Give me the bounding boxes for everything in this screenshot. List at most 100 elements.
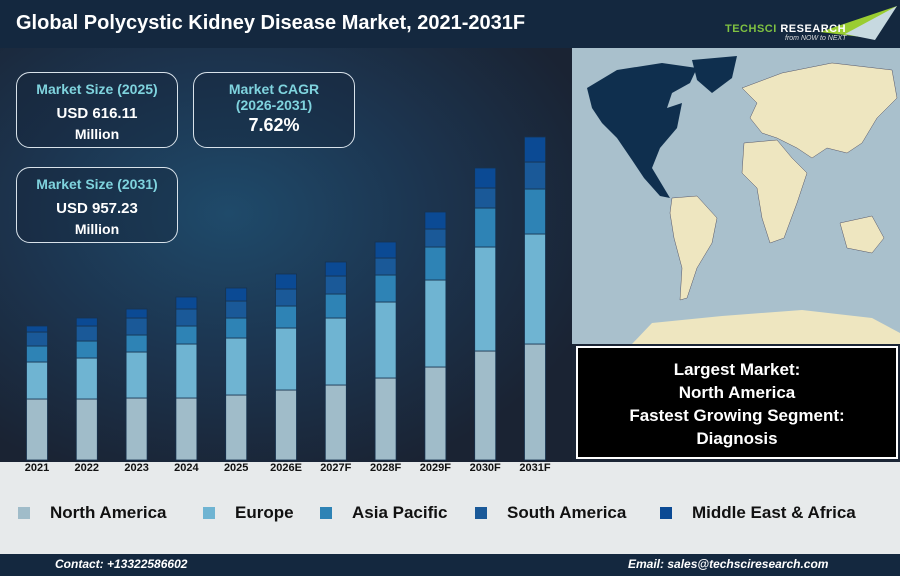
x-tick-label: 2026E: [270, 462, 302, 474]
x-tick-label: 2029F: [419, 462, 451, 474]
fastest-segment-value: Diagnosis: [696, 429, 778, 448]
fastest-segment-label: Fastest Growing Segment:: [629, 406, 845, 425]
bar-segment: [275, 305, 297, 329]
legend-item: Europe: [203, 503, 294, 523]
bar-segment: [424, 366, 447, 461]
legend-label: South America: [507, 503, 627, 522]
largest-market-label: Largest Market:: [673, 360, 801, 379]
kpi-label: Market Size (2031): [36, 176, 158, 192]
bar-segment: [175, 325, 198, 345]
bar-segment: [474, 350, 497, 461]
bar-segment: [474, 187, 497, 209]
logo-text: TECHSCI RESEARCH: [725, 23, 847, 35]
kpi-unit: Million: [74, 221, 120, 237]
bar-segment: [26, 331, 48, 347]
bar-segment: [125, 397, 148, 461]
kpi-market-size-2025: Market Size (2025) USD 616.11 Million: [16, 72, 178, 148]
x-tick-label: 2027F: [320, 462, 352, 474]
bar-segment: [275, 389, 297, 461]
bar-segment: [175, 296, 198, 310]
kpi-market-size-2031: Market Size (2031) USD 957.23 Million: [16, 167, 178, 243]
header: Global Polycystic Kidney Disease Market,…: [0, 0, 900, 48]
legend-item: Middle East & Africa: [660, 503, 856, 523]
largest-market-value: North America: [678, 383, 796, 402]
bar-segment: [474, 207, 497, 248]
legend-item: Asia Pacific: [320, 503, 447, 523]
bar-segment: [225, 287, 248, 302]
market-highlights-box: Largest Market: North America Fastest Gr…: [576, 346, 898, 459]
bar-segment: [324, 293, 347, 319]
legend-swatch: [660, 507, 672, 519]
x-tick-label: 2023: [124, 462, 149, 474]
x-tick-label: 2030F: [469, 462, 501, 474]
legend-item: South America: [475, 503, 626, 523]
bar-segment: [524, 188, 546, 235]
kpi-label: Market CAGR (2026-2031): [228, 81, 320, 113]
bar-segment: [324, 317, 347, 386]
world-map: [572, 48, 900, 344]
bar-segment: [26, 345, 48, 363]
bar-segment: [374, 301, 397, 379]
stacked-bar-chart: [26, 136, 546, 461]
legend-swatch: [320, 507, 332, 519]
techsci-logo: TECHSCI RESEARCH from NOW to NEXT: [725, 4, 900, 44]
bar-segment: [26, 361, 48, 400]
kpi-unit: Million: [74, 126, 120, 142]
x-tick-label: 2028F: [369, 462, 402, 474]
legend-label: Middle East & Africa: [692, 503, 856, 522]
legend-swatch: [475, 507, 487, 519]
australia-shape: [839, 215, 885, 254]
bar-segment: [225, 394, 248, 461]
logo-tagline: from NOW to NEXT: [785, 35, 847, 42]
bar-segment: [125, 334, 148, 353]
bar-segment: [275, 327, 297, 391]
chart-legend: North America Europe Asia Pacific South Ame…: [0, 462, 900, 554]
bar-segment: [474, 167, 497, 189]
bar-segment: [225, 300, 248, 319]
kpi-value: 7.62%: [248, 115, 300, 135]
legend-label: North America: [50, 503, 167, 522]
bar-segment: [75, 317, 98, 327]
bar-segment: [75, 325, 98, 342]
south-america-shape: [669, 195, 718, 301]
bar-segment: [424, 279, 447, 368]
bar-segment: [324, 275, 347, 295]
x-tick-label: 2025: [223, 462, 249, 474]
bar-segment: [424, 228, 447, 248]
contact-phone: Contact: +13322586602: [55, 557, 188, 571]
legend-swatch: [203, 507, 215, 519]
x-tick-label: 2024: [174, 462, 199, 474]
bar-segment: [374, 241, 397, 259]
bar-segment: [424, 211, 447, 230]
bar-segment: [26, 325, 48, 333]
kpi-value: USD 616.11: [56, 105, 138, 122]
legend-label: Asia Pacific: [352, 503, 448, 522]
bar-segment: [374, 377, 397, 461]
africa-shape: [741, 139, 808, 244]
contact-email: Email: sales@techsciresearch.com: [628, 557, 829, 571]
bar-segment: [324, 384, 347, 461]
bar-segment: [374, 274, 397, 303]
bar-segment: [75, 340, 98, 359]
bar-segment: [474, 246, 497, 352]
bar-segment: [175, 397, 198, 461]
bar-segment: [524, 233, 546, 345]
chart-panel: Market Size (2025) USD 616.11 Million Ma…: [0, 48, 572, 462]
kpi-market-cagr: Market CAGR (2026-2031) 7.62%: [193, 72, 355, 148]
x-tick-label: 2031F: [519, 462, 551, 474]
legend-swatch: [18, 507, 30, 519]
bar-segment: [225, 337, 248, 396]
bar-segment: [175, 343, 198, 399]
bar-segment: [424, 246, 447, 281]
bar-segment: [75, 398, 98, 461]
bar-segment: [275, 288, 297, 307]
footer: Contact: +13322586602 Email: sales@techs…: [0, 554, 900, 576]
legend-item: North America: [18, 503, 167, 523]
bar-segment: [26, 398, 48, 461]
bar-segment: [125, 351, 148, 399]
bar-segment: [125, 317, 148, 336]
kpi-value: USD 957.23: [56, 200, 138, 217]
kpi-label: Market Size (2025): [36, 81, 158, 97]
page-title: Global Polycystic Kidney Disease Market,…: [16, 12, 526, 34]
greenland-shape: [692, 56, 737, 93]
